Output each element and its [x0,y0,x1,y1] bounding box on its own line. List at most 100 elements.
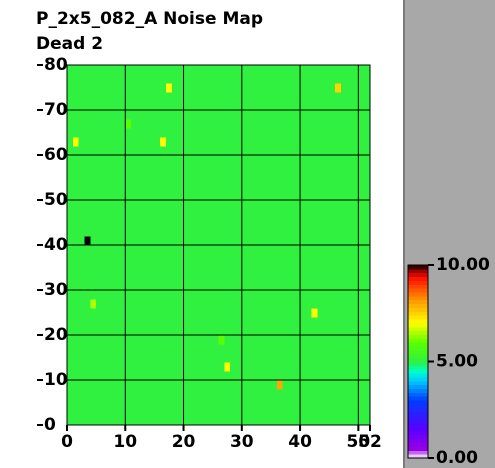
cell [230,92,237,102]
cell [206,74,213,84]
cell [276,74,283,84]
cell [358,245,365,255]
cell [294,389,301,399]
cell [329,74,336,84]
cell [364,182,371,192]
cell [107,263,114,273]
cell [84,281,91,291]
cell [212,74,219,84]
cell [160,407,167,417]
cell [195,398,202,408]
cell [247,362,254,372]
cell [183,83,190,93]
cell [101,317,109,327]
cell [253,317,260,327]
cell [335,101,342,111]
cell [329,209,336,219]
cell [113,272,120,282]
cell [282,164,289,174]
cell [340,335,347,345]
cell [119,389,126,399]
cell [305,416,313,426]
cell [241,371,248,381]
cell [166,398,173,408]
y-tick-label: 20 [44,325,68,345]
cell [212,398,219,408]
cell [142,290,149,300]
cell [78,254,85,264]
cell [72,344,79,354]
cell [253,308,260,318]
cell [72,245,79,255]
cell [329,317,336,327]
cell [247,137,254,147]
cell [364,416,371,426]
cell [72,110,79,120]
cell [235,110,243,120]
cell [183,137,190,147]
cell [101,155,109,165]
cell [317,146,324,156]
cell [247,182,254,192]
cell [358,173,365,183]
cell [206,407,213,417]
cell [335,74,342,84]
cell [183,65,190,75]
cell [358,218,365,228]
cell [84,209,91,219]
cell [148,83,155,93]
cell [259,290,266,300]
cell [247,164,254,174]
cell [101,110,109,120]
cell [247,119,254,129]
cell [171,128,179,138]
cell [119,326,126,336]
cell [282,371,289,381]
cell [224,119,231,129]
colorbar-band [408,307,428,312]
cell [154,371,161,381]
cell [218,299,225,309]
cell [352,227,359,237]
cell [247,65,254,75]
cell [142,317,149,327]
cell [107,92,114,102]
cell [195,353,202,363]
cell [84,65,91,75]
cell [259,272,266,282]
cell [288,398,295,408]
cell [90,155,97,165]
cell [241,344,248,354]
cell [288,254,295,264]
cell [107,74,114,84]
colorbar-band [408,265,428,270]
cell [294,74,301,84]
cell [78,146,85,156]
cell [270,146,278,156]
cell [125,407,132,417]
cell [218,290,225,300]
cell [305,263,313,273]
cell [276,146,283,156]
cell [67,398,74,408]
cell [259,362,266,372]
cell [282,182,289,192]
cell [72,200,79,210]
cell [352,335,359,345]
cell [212,200,219,210]
cell [136,137,144,147]
cell [329,326,336,336]
cell [311,407,318,417]
cell [113,164,120,174]
cell [171,200,179,210]
cell [317,200,324,210]
cell [270,191,278,201]
cell [72,272,79,282]
cell [247,317,254,327]
cell [154,74,161,84]
cell [317,227,324,237]
cell [311,110,318,120]
cell [282,200,289,210]
cell [259,209,266,219]
cell [201,263,208,273]
